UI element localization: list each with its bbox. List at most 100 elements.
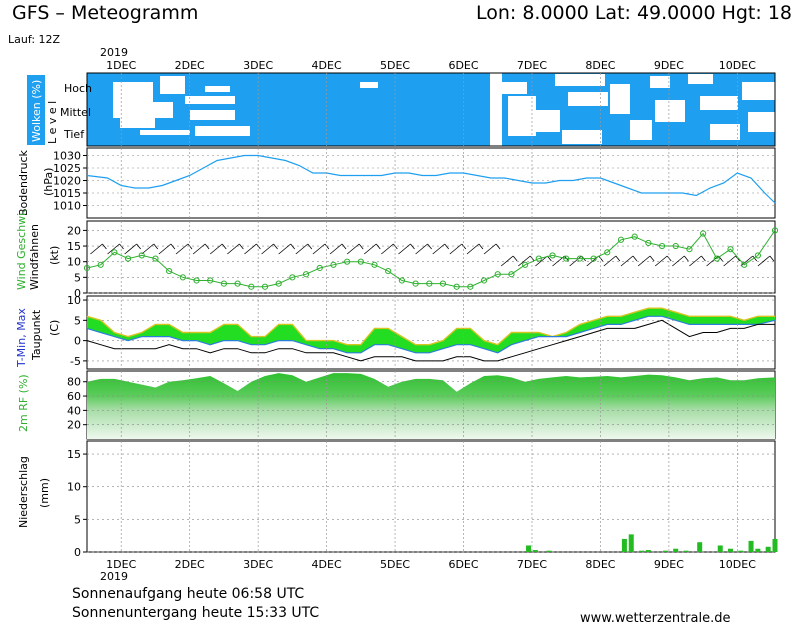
wind-speed-marker xyxy=(138,252,145,259)
wind-speed-marker xyxy=(522,261,529,268)
wind-speed-marker xyxy=(124,255,132,262)
cloud-gap xyxy=(113,82,153,102)
pressure-panel: Bodendruck (hPa) xyxy=(17,147,776,219)
wind-speed-markers xyxy=(83,227,779,290)
wind-barb xyxy=(620,255,634,267)
day-label: 8DEC xyxy=(585,59,615,72)
wind-barb-feather xyxy=(136,243,141,250)
precipitation-ylabel-a: Niederschlag xyxy=(17,456,30,528)
precipitation-bar xyxy=(755,548,761,552)
website-link[interactable]: www.wetterzentrale.de xyxy=(580,611,731,626)
year-label-top: 2019 xyxy=(100,46,128,59)
wind-barb xyxy=(329,243,343,255)
cloud-gap xyxy=(195,126,250,136)
sunset-text: Sonnenuntergang heute 15:33 UTC xyxy=(72,605,320,621)
precipitation-bar xyxy=(639,550,645,552)
wind-speed-marker xyxy=(83,264,91,272)
day-label: 6DEC xyxy=(448,558,478,571)
cloud-gap xyxy=(748,112,775,132)
day-label: 6DEC xyxy=(448,59,478,72)
y-tick-label: 15 xyxy=(67,448,81,461)
wind-speed-marker xyxy=(234,280,241,287)
wind-speed-marker xyxy=(672,242,679,250)
precipitation-bar xyxy=(738,550,744,552)
wind-barb-feather xyxy=(153,243,159,250)
day-label: 3DEC xyxy=(243,59,273,72)
cloud-gaps xyxy=(113,73,775,146)
day-label: 1DEC xyxy=(106,59,136,72)
wind-barb xyxy=(209,243,223,255)
wind-speed-marker xyxy=(179,274,186,281)
y-tick-label: 0 xyxy=(74,287,81,300)
cloud-panel-frame xyxy=(86,72,776,147)
year-label-bottom: 2019 xyxy=(100,570,128,583)
precipitation-bar xyxy=(526,545,532,552)
wind-barb-feather xyxy=(478,243,484,250)
cloud-gap xyxy=(650,76,670,88)
y-tick-label: 1025 xyxy=(53,162,81,175)
wind-barb xyxy=(415,243,428,255)
wind-barb xyxy=(449,243,463,255)
wind-speed-marker xyxy=(771,227,779,234)
wind-barb-feather xyxy=(410,243,415,250)
wind-barb-feather xyxy=(615,255,621,262)
cloud-gap xyxy=(655,100,685,122)
wind-speed-marker xyxy=(700,230,707,237)
temperature-min-line xyxy=(86,315,776,354)
wind-barb xyxy=(295,243,309,255)
cloud-gap xyxy=(360,82,378,88)
wind-barb xyxy=(141,243,155,255)
wind-barb xyxy=(500,255,514,267)
y-tick-label: 1010 xyxy=(53,200,81,213)
wind-speed-marker xyxy=(494,271,501,278)
cloud-gap xyxy=(185,96,235,104)
humidity-panel: 2m RF (%) xyxy=(17,370,776,440)
wind-barb xyxy=(312,243,326,255)
wind-barb-feather xyxy=(495,243,501,250)
y-tick-label: 0 xyxy=(74,546,81,559)
precipitation-bar xyxy=(628,534,634,552)
wind-speed-marker xyxy=(385,267,392,275)
cloud-level-high: Hoch xyxy=(64,82,92,95)
wind-barb xyxy=(689,255,702,267)
wind-barb-feather xyxy=(290,243,295,250)
pressure-ylabel-b: (hPa) xyxy=(42,168,55,196)
day-label: 1DEC xyxy=(106,558,136,571)
wind-barb xyxy=(483,243,497,255)
wind-barb xyxy=(261,243,274,255)
precipitation-bar xyxy=(662,550,668,552)
y-tick-label: 0 xyxy=(74,335,81,348)
wind-barb xyxy=(569,255,582,267)
wind-speed-marker xyxy=(604,249,611,256)
day-label: 5DEC xyxy=(380,59,410,72)
wind-barb xyxy=(672,255,685,267)
precipitation-bar xyxy=(697,542,703,552)
wind-barb xyxy=(192,243,206,255)
y-tick-label: 80 xyxy=(67,376,81,389)
y-tick-label: -5 xyxy=(70,355,81,368)
y-tick-label: 10 xyxy=(67,294,81,307)
y-tick-label: 5 xyxy=(74,271,81,284)
wind-speed-marker xyxy=(357,258,364,265)
model-run-label: Lauf: 12Z xyxy=(8,33,61,46)
wind-barb xyxy=(398,243,411,255)
wind-barb xyxy=(723,255,736,267)
cloud-gap xyxy=(140,130,190,135)
wind-barb-feather xyxy=(239,243,244,250)
precipitation-bars xyxy=(526,534,778,552)
wind-barb xyxy=(158,243,172,255)
wind-barb xyxy=(432,243,445,255)
day-label: 7DEC xyxy=(517,558,547,571)
precipitation-ylabel-b: (mm) xyxy=(38,478,51,508)
day-label: 2DEC xyxy=(175,558,205,571)
wind-speed-marker xyxy=(111,249,118,256)
y-tick-label: 40 xyxy=(67,404,81,417)
precipitation-bar xyxy=(748,540,754,552)
wind-barb xyxy=(278,243,291,255)
precipitation-bar xyxy=(621,538,627,552)
cloud-gap xyxy=(568,92,608,106)
y-tick-label: 1020 xyxy=(53,175,81,188)
wind-speed-marker xyxy=(316,264,323,272)
y-tick-label: 1015 xyxy=(53,187,81,200)
day-label: 10DEC xyxy=(719,59,756,72)
